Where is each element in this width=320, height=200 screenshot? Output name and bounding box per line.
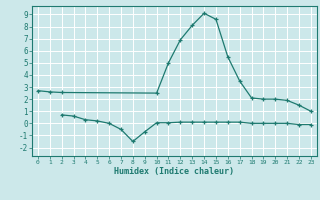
X-axis label: Humidex (Indice chaleur): Humidex (Indice chaleur) [115,167,234,176]
